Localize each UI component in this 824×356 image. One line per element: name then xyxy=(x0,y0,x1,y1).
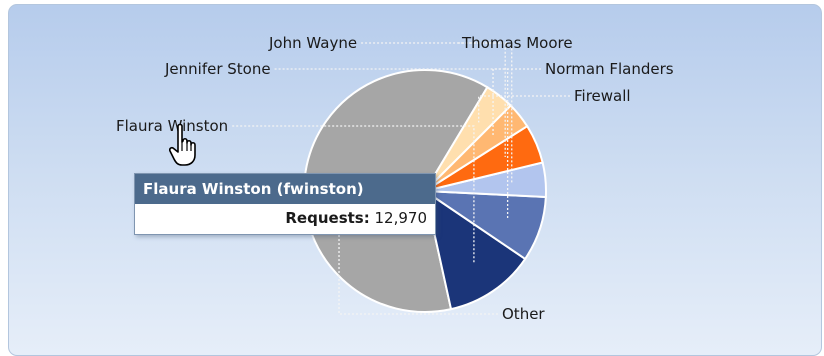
tooltip-metric: Requests: 12,970 xyxy=(135,204,435,233)
pie-chart: Other Flaura Winston Jennifer Stone John Wa… xyxy=(116,34,674,323)
tooltip-metric-value: 12,970 xyxy=(374,209,428,227)
tooltip-title: Flaura Winston (fwinston) xyxy=(135,174,435,204)
chart-panel: Other Flaura Winston Jennifer Stone John Wa… xyxy=(8,4,822,356)
pie-slices xyxy=(303,69,547,313)
leader-line-other xyxy=(338,176,498,315)
tooltip-metric-label: Requests: xyxy=(285,209,370,227)
chart-tooltip: Flaura Winston (fwinston) Requests: 12,9… xyxy=(134,173,436,235)
slice-label-flaura-winston: Flaura Winston xyxy=(116,117,228,135)
pie-slice-flaura-winston[interactable] xyxy=(423,188,527,311)
slice-label-norman-flanders: Norman Flanders xyxy=(545,60,674,78)
hand-pointer-icon xyxy=(169,123,196,166)
slice-label-thomas-moore: Thomas Moore xyxy=(461,34,573,52)
pie-slice-firewall[interactable] xyxy=(424,85,513,192)
leader-lines xyxy=(232,42,570,315)
slice-label-other: Other xyxy=(502,305,545,323)
slice-label-john-wayne: John Wayne xyxy=(268,34,357,52)
leader-line-flaura-winston xyxy=(232,125,475,264)
slice-label-jennifer-stone: Jennifer Stone xyxy=(164,60,271,78)
slice-label-firewall: Firewall xyxy=(574,87,631,105)
slice-labels: Other Flaura Winston Jennifer Stone John Wa… xyxy=(116,34,674,323)
leader-line-firewall xyxy=(478,95,570,123)
leader-line-norman-flanders xyxy=(492,68,541,137)
